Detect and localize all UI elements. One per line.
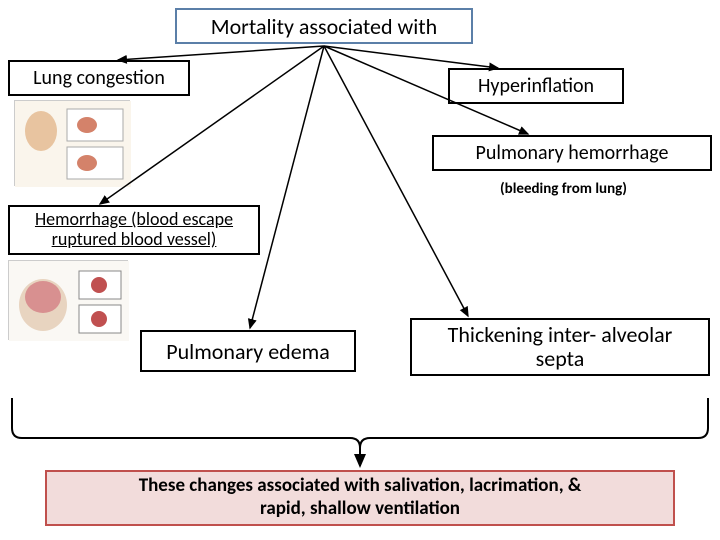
brain-image-icon (9, 261, 129, 341)
title-box: Mortality associated with (175, 8, 473, 44)
node-lung-congestion: Lung congestion (8, 60, 190, 96)
pulm-hemorrhage-label: Pulmonary hemorrhage (476, 141, 669, 165)
conclusion-line1: These changes associated with salivation… (139, 475, 582, 498)
brain-hemorrhage-image (8, 260, 128, 340)
pulm-edema-label: Pulmonary edema (166, 338, 330, 365)
conclusion-box: These changes associated with salivation… (45, 470, 675, 526)
pulm-hemorrhage-subtext: (bleeding from lung) (500, 180, 627, 198)
node-thickening-septa: Thickening inter- alveolar septa (410, 318, 710, 376)
thickening-line2: septa (536, 347, 585, 371)
hemorrhage-line2: ruptured blood vessel) (52, 230, 217, 250)
lung-anatomy-image (14, 100, 130, 186)
node-pulmonary-hemorrhage: Pulmonary hemorrhage (432, 135, 712, 171)
hyperinflation-label: Hyperinflation (478, 74, 594, 98)
lung-image-icon (15, 101, 131, 187)
conclusion-line2: rapid, shallow ventilation (260, 498, 460, 521)
node-hemorrhage-desc: Hemorrhage (blood escape ruptured blood … (8, 205, 260, 255)
lung-congestion-label: Lung congestion (33, 66, 165, 90)
node-hyperinflation: Hyperinflation (448, 68, 624, 104)
title-text: Mortality associated with (211, 13, 437, 40)
node-pulmonary-edema: Pulmonary edema (140, 330, 356, 372)
thickening-line1: Thickening inter- alveolar (448, 323, 673, 347)
